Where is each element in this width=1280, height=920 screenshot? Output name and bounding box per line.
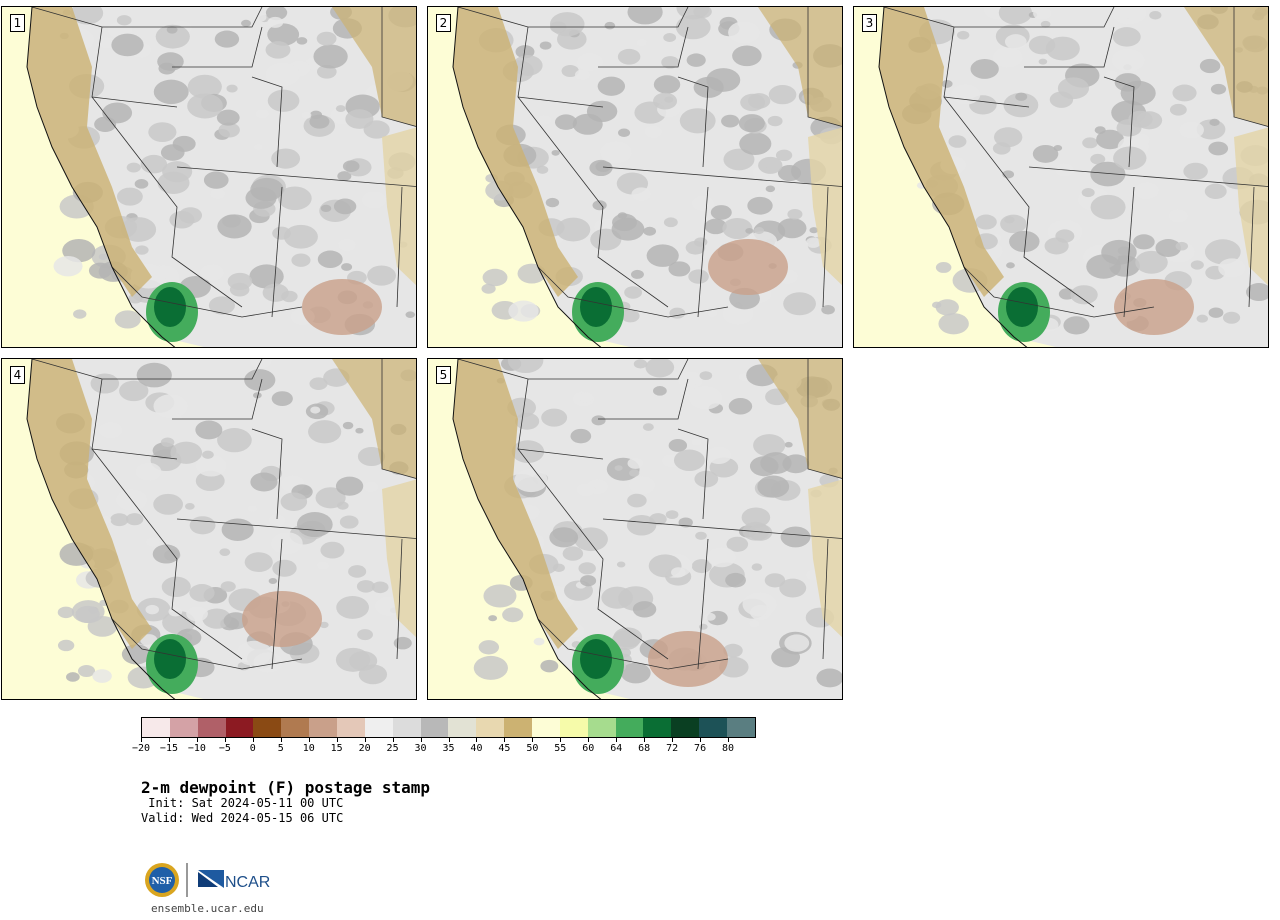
colorbar-swatch — [281, 718, 310, 737]
map-panel-1: 1 — [1, 6, 417, 348]
colorbar-tick-label: 20 — [358, 743, 371, 754]
colorbar-swatch — [420, 718, 449, 737]
map-panel-3: 3 — [853, 6, 1269, 348]
colorbar-swatch — [476, 718, 505, 737]
colorbar-tick-label: 50 — [526, 743, 539, 754]
colorbar-swatch — [197, 718, 226, 737]
colorbar-swatch — [643, 718, 672, 737]
colorbar-tick-label: 80 — [722, 743, 735, 754]
map-panel-2: 2 — [427, 6, 843, 348]
colorbar-tick — [728, 738, 730, 742]
colorbar-swatch — [532, 718, 560, 737]
colorbar-tick-label: 0 — [249, 743, 256, 754]
colorbar-tick-label: −15 — [159, 743, 178, 754]
panel-number-5: 5 — [436, 366, 451, 384]
map-panel-5: 5 — [427, 358, 843, 700]
colorbar-swatch — [615, 718, 644, 737]
colorbar-tick — [644, 738, 646, 742]
colorbar-tick — [504, 738, 506, 742]
colorbar-swatch — [169, 718, 198, 737]
colorbar-tick — [420, 738, 422, 742]
nsf-ncar-logo: NSF NCAR — [144, 860, 274, 900]
colorbar-tick — [392, 738, 394, 742]
panel-number-2: 2 — [436, 14, 451, 32]
colorbar-tick-label: 72 — [666, 743, 679, 754]
colorbar-tick — [532, 738, 534, 742]
colorbar-tick-label: 10 — [302, 743, 315, 754]
init-time: Init: Sat 2024-05-11 00 UTC — [141, 796, 344, 810]
colorbar-tick-label: 5 — [277, 743, 284, 754]
colorbar-tick-label: 35 — [442, 743, 455, 754]
colorbar-tick-label: 25 — [386, 743, 399, 754]
colorbar-tick — [588, 738, 590, 742]
colorbar-swatch — [671, 718, 700, 737]
colorbar-tick — [308, 738, 310, 742]
colorbar-swatch — [727, 718, 755, 737]
colorbar-tick — [560, 738, 562, 742]
colorbar-tick-label: −10 — [187, 743, 206, 754]
colorbar-tick — [168, 738, 170, 742]
dewpoint-map-2 — [428, 7, 842, 347]
colorbar-swatch — [699, 718, 728, 737]
colorbar-swatch — [448, 718, 477, 737]
colorbar-swatch — [142, 718, 170, 737]
panel-number-4: 4 — [10, 366, 25, 384]
colorbar-swatch — [364, 718, 393, 737]
dewpoint-map-5 — [428, 359, 842, 699]
colorbar-swatch — [559, 718, 588, 737]
colorbar-tick-label: 68 — [638, 743, 651, 754]
colorbar-tick-label: −5 — [218, 743, 231, 754]
colorbar-tick-label: 45 — [498, 743, 511, 754]
website-link[interactable]: ensemble.ucar.edu — [151, 902, 264, 915]
colorbar-tick-label: 76 — [694, 743, 707, 754]
colorbar-tick — [448, 738, 450, 742]
colorbar-swatch — [504, 718, 533, 737]
colorbar-tick — [280, 738, 282, 742]
colorbar-tick-label: 60 — [582, 743, 595, 754]
svg-text:NCAR: NCAR — [225, 874, 270, 891]
panel-number-1: 1 — [10, 14, 25, 32]
valid-time: Valid: Wed 2024-05-15 06 UTC — [141, 811, 344, 825]
dewpoint-map-4 — [2, 359, 416, 699]
colorbar-tick-label: 15 — [330, 743, 343, 754]
colorbar-labels: −20 −15 −10 −5 0 5 10 15 20 25 30 35 40 45 50 55 60 64 68 7… — [132, 738, 756, 758]
colorbar-swatch — [587, 718, 616, 737]
svg-text:NSF: NSF — [152, 875, 173, 887]
dewpoint-map-1 — [2, 7, 416, 347]
colorbar-tick-label: −20 — [131, 743, 151, 754]
colorbar-swatch — [309, 718, 338, 737]
colorbar-tick — [700, 738, 702, 742]
colorbar-tick-label: 40 — [470, 743, 483, 754]
panel-number-3: 3 — [862, 14, 877, 32]
logo-graphic: NSF NCAR — [145, 863, 270, 897]
colorbar-swatch — [225, 718, 254, 737]
colorbar-tick — [476, 738, 478, 742]
colorbar-tick — [616, 738, 618, 742]
chart-title: 2-m dewpoint (F) postage stamp — [141, 778, 430, 797]
colorbar-tick — [224, 738, 226, 742]
colorbar — [141, 717, 756, 738]
colorbar-tick-label: 64 — [610, 743, 623, 754]
colorbar-swatch — [337, 718, 365, 737]
colorbar-tick — [252, 738, 254, 742]
colorbar-tick-label: 30 — [414, 743, 427, 754]
colorbar-tick-label: 55 — [554, 743, 567, 754]
colorbar-swatch — [392, 718, 421, 737]
colorbar-tick — [364, 738, 366, 742]
colorbar-tick — [196, 738, 198, 742]
colorbar-tick — [141, 738, 142, 742]
colorbar-tick — [336, 738, 338, 742]
dewpoint-map-3 — [854, 7, 1268, 347]
map-panel-4: 4 — [1, 358, 417, 700]
colorbar-swatch — [253, 718, 282, 737]
colorbar-tick — [672, 738, 674, 742]
